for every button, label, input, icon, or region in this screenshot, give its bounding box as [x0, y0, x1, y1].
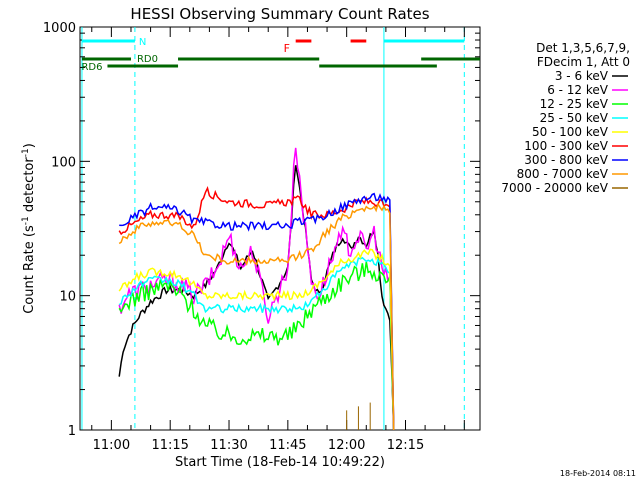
legend-entry-label: 3 - 6 keV: [555, 69, 609, 83]
legend-entry-label: 50 - 100 keV: [532, 125, 609, 139]
x-tick-label: 11:00: [93, 438, 130, 453]
series-line-1: [118, 147, 395, 431]
x-axis-label: Start Time (18-Feb-14 10:49:22): [175, 455, 385, 470]
legend-entry-label: 800 - 7000 keV: [517, 167, 609, 181]
y-tick-label: 1: [68, 424, 76, 439]
y-axis-label: Count Rate (s-1 detector-1): [21, 143, 37, 314]
series-line-4: [118, 248, 395, 431]
x-tick-label: 11:45: [269, 438, 306, 453]
y-tick-label: 1000: [43, 21, 76, 36]
legend-entry-label: 300 - 800 keV: [524, 153, 608, 167]
legend-entry-label: 100 - 300 keV: [524, 139, 608, 153]
series-line-7: [118, 202, 395, 431]
plot-frame: [79, 26, 481, 431]
legend-title-line2: FDecim 1, Att 0: [537, 55, 630, 69]
legend-entry-label: 12 - 25 keV: [540, 97, 609, 111]
series-line-3: [118, 256, 395, 431]
legend-title-line1: Det 1,3,5,6,7,9,: [536, 41, 630, 55]
legend-entry-label: 6 - 12 keV: [547, 83, 609, 97]
legend-entry-label: 7000 - 20000 keV: [501, 181, 608, 195]
flag-label-rd0: RD0: [137, 54, 158, 65]
flag-label-f: F: [284, 42, 290, 55]
flag-label-rd6: RD6: [81, 62, 102, 73]
x-tick-label: 12:00: [328, 438, 365, 453]
date-stamp: 18-Feb-2014 08:11: [560, 469, 636, 478]
flag-label-n: N: [139, 37, 146, 48]
series-line-6: [119, 192, 395, 431]
legend-entry-label: 25 - 50 keV: [540, 111, 609, 125]
x-tick-label: 11:30: [210, 438, 247, 453]
chart-title: HESSI Observing Summary Count Rates: [130, 5, 429, 23]
x-tick-label: 11:15: [151, 438, 188, 453]
y-tick-label: 100: [51, 155, 76, 170]
x-tick-label: 12:15: [387, 438, 424, 453]
series-line-2: [118, 261, 395, 431]
y-tick-label: 10: [59, 290, 76, 305]
